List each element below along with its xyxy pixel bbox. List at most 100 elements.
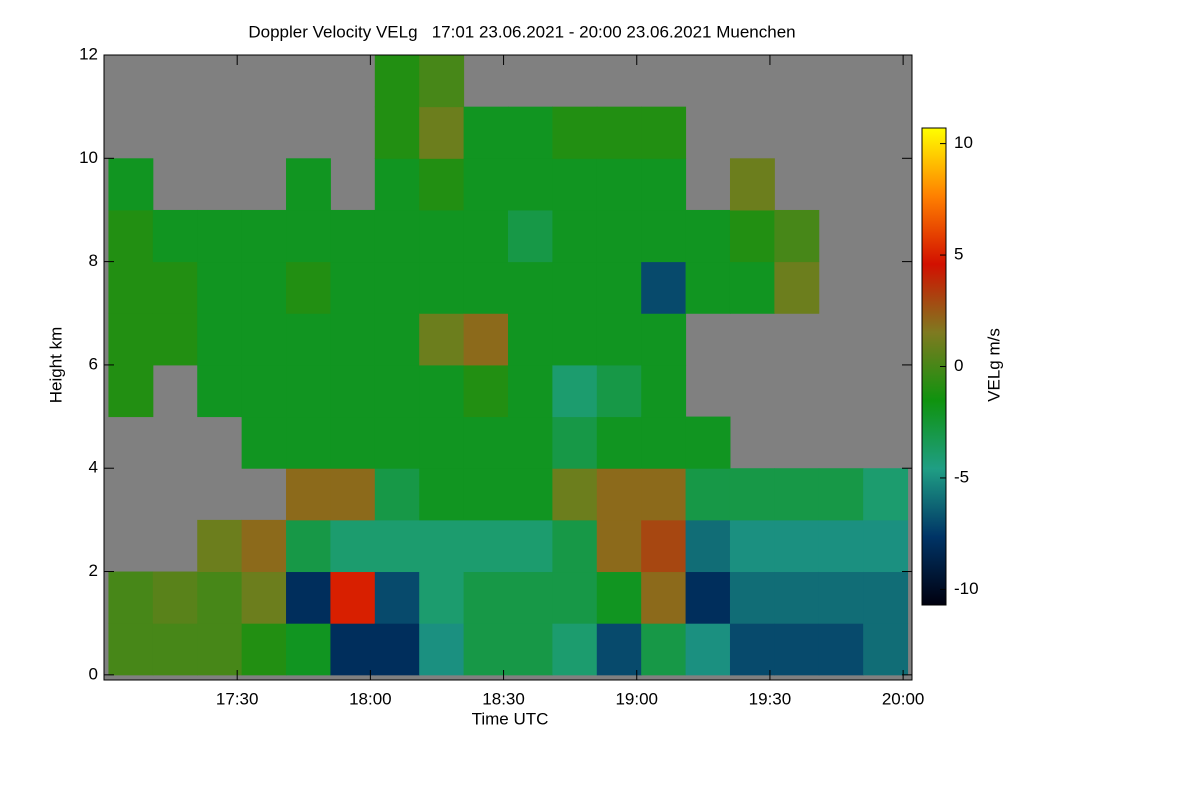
heatmap-cell: [286, 158, 331, 211]
heatmap-cell: [286, 623, 331, 676]
heatmap-cell: [419, 623, 465, 676]
heatmap-cell: [641, 468, 687, 521]
heatmap-cell: [286, 364, 331, 418]
heatmap-cell: [774, 623, 820, 676]
heatmap-cell: [286, 519, 331, 573]
heatmap-cell: [419, 158, 465, 211]
heatmap-cell: [463, 623, 509, 676]
heatmap-cell: [729, 571, 775, 624]
heatmap-cell: [508, 468, 553, 521]
heatmap-cell: [463, 416, 509, 469]
heatmap-cell: [374, 571, 420, 624]
heatmap-cell: [596, 209, 642, 263]
heatmap-cell: [108, 261, 154, 314]
heatmap-cell: [197, 364, 243, 418]
heatmap-cell: [374, 519, 420, 573]
x-tick-label: 17:30: [216, 689, 259, 708]
colorbar-tick-label: -10: [954, 579, 979, 598]
heatmap-cell: [685, 623, 731, 676]
heatmap-cell: [286, 209, 331, 263]
heatmap-cell: [729, 158, 775, 211]
heatmap-cell: [685, 209, 731, 263]
x-tick-label: 19:00: [615, 689, 658, 708]
x-tick-label: 19:30: [749, 689, 792, 708]
heatmap-cell: [463, 106, 509, 159]
heatmap-cell: [552, 571, 598, 624]
heatmap-cell: [552, 158, 598, 211]
heatmap-cell: [552, 261, 598, 314]
heatmap-cell: [197, 313, 243, 366]
heatmap-cell: [818, 468, 864, 521]
heatmap-cell: [552, 364, 598, 418]
heatmap-cell: [419, 209, 465, 263]
colorbar-tick-label: 5: [954, 245, 963, 264]
heatmap-cell: [241, 209, 287, 263]
heatmap-cell: [330, 623, 376, 676]
heatmap-cell: [641, 261, 687, 314]
heatmap-cell: [374, 209, 420, 263]
heatmap-cell: [729, 468, 775, 521]
heatmap-cell: [419, 261, 465, 314]
heatmap-cell: [774, 209, 820, 263]
heatmap-cell: [463, 364, 509, 418]
heatmap-cell: [108, 571, 154, 624]
heatmap-cell: [241, 416, 287, 469]
colorbar-tick-label: -5: [954, 467, 969, 486]
heatmap-cell: [596, 158, 642, 211]
heatmap-cell: [419, 313, 465, 366]
heatmap-cell: [818, 571, 864, 624]
heatmap-cell: [241, 519, 287, 573]
heatmap-cell: [552, 468, 598, 521]
y-axis-label: Height km: [46, 327, 65, 404]
heatmap-cell: [463, 519, 509, 573]
heatmap-cell: [685, 468, 731, 521]
y-tick-label: 6: [89, 354, 98, 373]
heatmap-cell: [774, 519, 820, 573]
heatmap-cell: [241, 313, 287, 366]
heatmap-cell: [774, 571, 820, 624]
heatmap-cell: [330, 416, 376, 469]
heatmap-cell: [508, 209, 553, 263]
heatmap-cell: [596, 623, 642, 676]
heatmap-cell: [729, 623, 775, 676]
colorbar-tick-label: 10: [954, 133, 973, 152]
heatmap-cell: [685, 416, 731, 469]
heatmap-cell: [552, 106, 598, 159]
heatmap-cell: [774, 468, 820, 521]
heatmap-cell: [863, 468, 909, 521]
heatmap-cell: [108, 364, 154, 418]
heatmap-cell: [729, 519, 775, 573]
heatmap-cell: [552, 313, 598, 366]
heatmap-cell: [374, 623, 420, 676]
heatmap-cell: [685, 571, 731, 624]
heatmap-cell: [508, 313, 553, 366]
heatmap-cell: [374, 468, 420, 521]
heatmap-cell: [241, 261, 287, 314]
heatmap-cell: [463, 571, 509, 624]
heatmap-cell: [419, 364, 465, 418]
heatmap-cell: [286, 261, 331, 314]
heatmap-cell: [419, 468, 465, 521]
heatmap-cell: [641, 519, 687, 573]
y-tick-label: 10: [79, 148, 98, 167]
heatmap-cell: [286, 313, 331, 366]
heatmap-cell: [330, 571, 376, 624]
heatmap-cell: [596, 571, 642, 624]
heatmap-cell: [641, 623, 687, 676]
heatmap-cell: [330, 313, 376, 366]
y-tick-label: 2: [89, 561, 98, 580]
heatmap-cell: [374, 158, 420, 211]
heatmap-cell: [152, 261, 198, 314]
x-tick-label: 18:30: [482, 689, 525, 708]
heatmap-cell: [152, 571, 198, 624]
heatmap-cell: [463, 261, 509, 314]
heatmap-cell: [286, 416, 331, 469]
heatmap-cell: [419, 571, 465, 624]
heatmap-cell: [330, 364, 376, 418]
chart-title: Doppler Velocity VELg 17:01 23.06.2021 -…: [248, 22, 795, 41]
heatmap-cell: [508, 519, 553, 573]
colorbar-label: VELg m/s: [984, 328, 1003, 402]
heatmap-cell: [641, 571, 687, 624]
heatmap-cell: [641, 158, 687, 211]
colorbar-tick-label: 0: [954, 356, 963, 375]
